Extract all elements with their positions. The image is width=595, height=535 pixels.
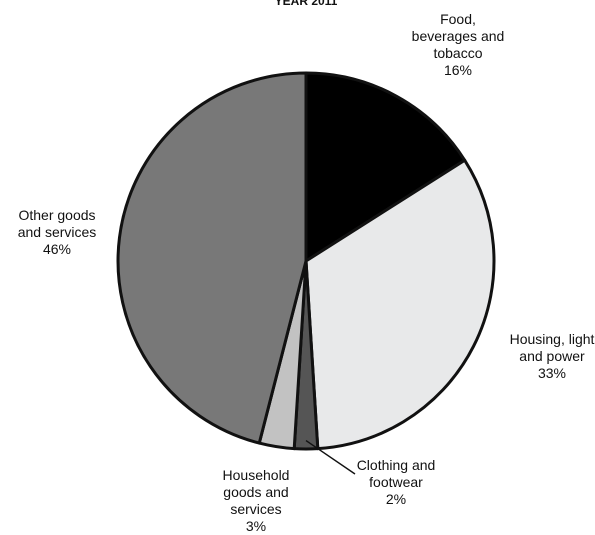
slice-name-line: Food, xyxy=(440,11,476,27)
slice-value-label: 33% xyxy=(538,365,566,381)
slice-label-3: Household goods and services 3% xyxy=(223,467,290,534)
slice-label-4: Other goods and services 46% xyxy=(18,207,97,257)
slice-name-line: and power xyxy=(519,348,585,364)
slice-name-line: goods and xyxy=(223,484,288,500)
slice-name-line: Clothing and xyxy=(357,457,436,473)
slice-name-line: Household xyxy=(223,467,290,483)
slice-name-line: Other goods xyxy=(18,207,95,223)
pie-slice-1 xyxy=(304,158,496,451)
slice-value-label: 3% xyxy=(246,518,266,534)
slice-name-line: Housing, light xyxy=(510,331,595,347)
slice-name-line: footwear xyxy=(369,474,423,490)
pie-slices xyxy=(116,71,496,451)
leader-lines xyxy=(305,439,356,475)
slice-name-line: tobacco xyxy=(433,45,482,61)
slice-labels: Food, beverages and tobacco 16% Housing, lig… xyxy=(18,11,595,534)
pie-slice-0 xyxy=(304,71,467,263)
leader-line-2 xyxy=(305,439,356,475)
slice-name-line: services xyxy=(230,501,281,517)
slice-value-label: 46% xyxy=(43,241,71,257)
slice-label-2: Clothing and footwear 2% xyxy=(357,457,436,507)
slice-name-line: and services xyxy=(18,224,97,240)
pie-slice-4 xyxy=(116,71,308,445)
slice-label-0: Food, beverages and tobacco 16% xyxy=(412,11,505,78)
slice-label-1: Housing, light and power 33% xyxy=(510,331,595,381)
slice-value-label: 16% xyxy=(444,62,472,78)
slice-name-line: beverages and xyxy=(412,28,505,44)
chart-title: YEAR 2011 xyxy=(275,0,338,8)
slice-value-label: 2% xyxy=(386,491,406,507)
